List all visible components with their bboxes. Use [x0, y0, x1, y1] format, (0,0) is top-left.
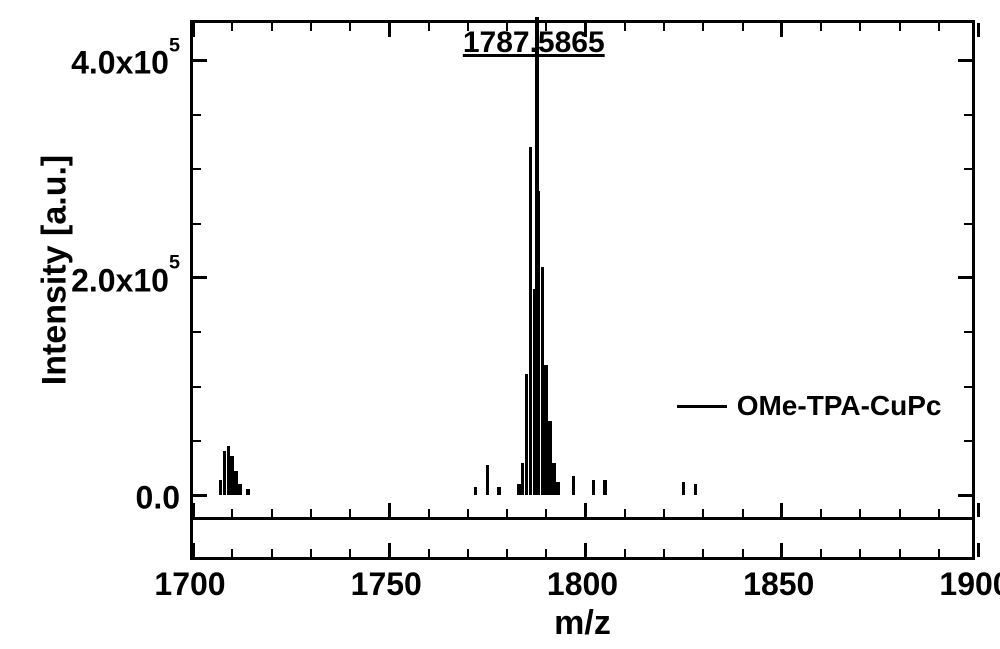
spectrum-bar	[497, 487, 501, 496]
x-tick-major	[977, 543, 980, 557]
y-tick-minor	[964, 386, 972, 388]
y-tick-minor	[193, 168, 201, 170]
x-tick-minor	[859, 509, 861, 517]
x-tick-minor	[938, 509, 940, 517]
y-tick-minor	[964, 223, 972, 225]
y-tick-major	[958, 59, 972, 62]
legend-line	[677, 405, 727, 408]
x-tick-major	[977, 23, 980, 37]
x-tick-minor	[742, 549, 744, 557]
y-tick-minor	[193, 331, 201, 333]
y-tick-minor	[964, 114, 972, 116]
x-tick-minor	[467, 549, 469, 557]
x-tick-major	[780, 543, 783, 557]
x-tick-major	[780, 503, 783, 517]
x-tick-minor	[467, 509, 469, 517]
x-tick-minor	[820, 549, 822, 557]
y-tick-minor	[193, 440, 201, 442]
y-tick-minor	[193, 386, 201, 388]
y-tick-minor	[193, 223, 201, 225]
x-tick-minor	[663, 509, 665, 517]
y-tick-label: 0.0	[136, 480, 180, 517]
x-tick-minor	[349, 509, 351, 517]
plot-area	[190, 20, 975, 520]
y-axis-title: Intensity [a.u.]	[36, 155, 75, 385]
spectrum-bar	[556, 482, 560, 495]
x-tick-minor	[702, 509, 704, 517]
x-tick-minor	[506, 509, 508, 517]
y-tick-major	[193, 494, 207, 497]
x-tick-minor	[271, 549, 273, 557]
mass-spectrum-figure: Intensity [a.u.] m/z 1700 1750 1800 1850 190…	[0, 0, 1000, 649]
x-tick-minor	[702, 549, 704, 557]
spectrum-bar	[246, 489, 250, 496]
x-tick-minor	[742, 509, 744, 517]
x-tick-minor	[545, 509, 547, 517]
spectrum-bar	[592, 480, 596, 495]
x-tick-minor	[428, 549, 430, 557]
x-tick-label: 1800	[547, 566, 618, 603]
x-tick-minor	[506, 549, 508, 557]
y-tick-minor	[964, 331, 972, 333]
spectrum-bar	[603, 480, 607, 495]
x-tick-minor	[663, 549, 665, 557]
y-tick-major	[193, 276, 207, 279]
x-tick-minor	[624, 509, 626, 517]
spectrum-bar	[474, 487, 478, 496]
y-tick-minor	[193, 114, 201, 116]
x-tick-minor	[310, 549, 312, 557]
x-tick-minor	[231, 549, 233, 557]
y-tick-major	[958, 494, 972, 497]
x-tick-minor	[349, 549, 351, 557]
legend: OMe-TPA-CuPc	[677, 390, 942, 422]
x-tick-label: 1900	[939, 566, 1000, 603]
x-tick-major	[584, 503, 587, 517]
spectrum-bar	[238, 484, 242, 495]
spectrum-bar	[486, 465, 490, 495]
x-tick-minor	[310, 509, 312, 517]
x-tick-minor	[428, 509, 430, 517]
x-tick-minor	[899, 509, 901, 517]
y-tick-major	[193, 59, 207, 62]
x-tick-minor	[820, 509, 822, 517]
x-tick-minor	[859, 549, 861, 557]
x-tick-minor	[624, 549, 626, 557]
x-tick-major	[192, 503, 195, 517]
spectrum-bar	[572, 476, 576, 496]
x-axis-title: m/z	[554, 604, 611, 643]
y-tick-label: 4.0x105	[71, 45, 180, 82]
x-tick-minor	[938, 549, 940, 557]
peak-label: 1787.5865	[463, 26, 605, 60]
spectrum-bar	[694, 484, 698, 495]
legend-text: OMe-TPA-CuPc	[737, 390, 942, 422]
spectrum-bar	[682, 482, 686, 495]
x-tick-minor	[545, 549, 547, 557]
x-tick-minor	[271, 509, 273, 517]
x-tick-major	[388, 543, 391, 557]
y-tick-label: 2.0x105	[71, 262, 180, 299]
x-tick-label: 1700	[154, 566, 225, 603]
x-tick-major	[584, 543, 587, 557]
x-tick-major	[192, 543, 195, 557]
x-tick-minor	[231, 509, 233, 517]
y-tick-minor	[964, 168, 972, 170]
y-tick-minor	[964, 440, 972, 442]
x-tick-minor	[899, 549, 901, 557]
x-tick-label: 1850	[743, 566, 814, 603]
x-tick-major	[388, 503, 391, 517]
y-tick-major	[958, 276, 972, 279]
x-tick-major	[977, 503, 980, 517]
x-tick-label: 1750	[351, 566, 422, 603]
